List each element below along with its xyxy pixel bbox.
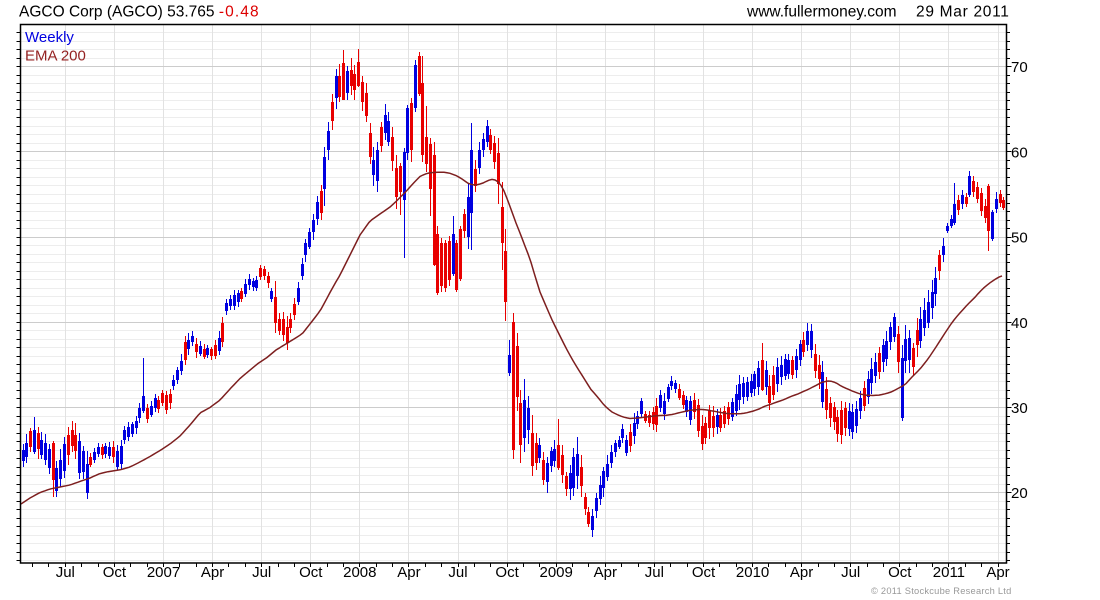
svg-text:30: 30 bbox=[1011, 400, 1028, 417]
svg-text:Jul: Jul bbox=[252, 564, 271, 581]
svg-text:29 Mar 2011: 29 Mar 2011 bbox=[916, 4, 1010, 21]
svg-text:40: 40 bbox=[1011, 315, 1028, 332]
svg-text:Oct: Oct bbox=[888, 564, 912, 581]
svg-text:50: 50 bbox=[1011, 230, 1028, 247]
svg-text:20: 20 bbox=[1011, 485, 1028, 502]
svg-text:Jul: Jul bbox=[841, 564, 860, 581]
svg-text:2011: 2011 bbox=[933, 564, 965, 581]
svg-text:Apr: Apr bbox=[397, 564, 420, 581]
svg-text:2007: 2007 bbox=[147, 564, 180, 581]
svg-text:Jul: Jul bbox=[645, 564, 664, 581]
svg-text:Oct: Oct bbox=[103, 564, 127, 581]
svg-text:www.fullermoney.com: www.fullermoney.com bbox=[746, 4, 897, 21]
svg-text:70: 70 bbox=[1011, 59, 1028, 76]
svg-text:2009: 2009 bbox=[540, 564, 573, 581]
svg-text:2008: 2008 bbox=[343, 564, 376, 581]
svg-text:Oct: Oct bbox=[495, 564, 519, 581]
svg-text:Apr: Apr bbox=[986, 564, 1009, 581]
svg-text:Jul: Jul bbox=[448, 564, 467, 581]
svg-text:60: 60 bbox=[1011, 144, 1028, 161]
svg-text:Oct: Oct bbox=[692, 564, 716, 581]
svg-text:Jul: Jul bbox=[56, 564, 75, 581]
svg-text:EMA 200: EMA 200 bbox=[25, 48, 86, 65]
svg-text:Weekly: Weekly bbox=[25, 29, 74, 46]
svg-text:Oct: Oct bbox=[299, 564, 323, 581]
svg-text:Apr: Apr bbox=[594, 564, 617, 581]
svg-text:AGCO Corp (AGCO) 53.765 -0.48: AGCO Corp (AGCO) 53.765 -0.48 bbox=[19, 4, 260, 21]
svg-text:Apr: Apr bbox=[201, 564, 224, 581]
svg-text:Apr: Apr bbox=[790, 564, 813, 581]
svg-text:2010: 2010 bbox=[736, 564, 769, 581]
svg-text:© 2011 Stockcube Research Ltd: © 2011 Stockcube Research Ltd bbox=[871, 586, 1012, 596]
